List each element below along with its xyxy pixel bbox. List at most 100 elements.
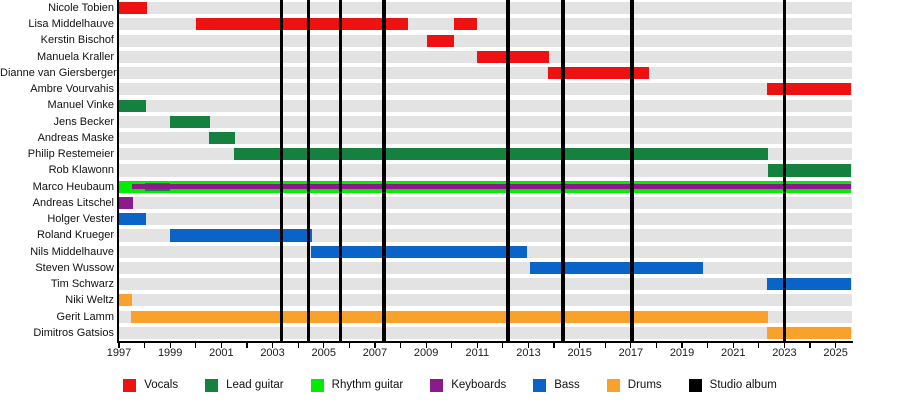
member-name-column: Nicole Tobien Lisa Middelhauve Kerstin Bis… xyxy=(0,0,119,341)
member-name-label: Ambre Vourvahis xyxy=(30,83,114,96)
y-axis-line xyxy=(117,0,120,343)
row-track xyxy=(119,99,852,112)
x-axis-year-label: 1999 xyxy=(157,347,183,359)
timeline-bar-vocals xyxy=(119,2,148,15)
member-name-label: Marco Heubaum xyxy=(32,180,114,193)
timeline-bar-keyboards xyxy=(131,184,851,190)
timeline-bar-bass xyxy=(766,278,851,291)
x-axis-year-label: 2003 xyxy=(260,347,285,359)
row-track xyxy=(119,196,852,210)
legend-label: Lead guitar xyxy=(226,379,284,391)
x-axis-tick xyxy=(118,343,120,348)
member-name-label: Nils Middelhauve xyxy=(30,245,114,258)
legend-item-drums: Drums xyxy=(606,378,662,392)
timeline-bar-lead-guitar xyxy=(767,164,851,177)
x-axis-tick xyxy=(297,343,299,348)
member-name-label: Philip Restemeier xyxy=(27,148,114,161)
studio-album-line xyxy=(506,0,510,341)
studio-album-line xyxy=(782,0,787,341)
row-track xyxy=(119,2,852,15)
x-axis-year-label: 2021 xyxy=(721,347,746,359)
legend-label: Vocals xyxy=(144,379,179,391)
timeline-bar-keyboards xyxy=(119,196,134,210)
legend-item-rhythm-guitar: Rhythm guitar xyxy=(310,378,403,392)
studio-album-line xyxy=(561,0,565,341)
member-name-label: Tim Schwarz xyxy=(50,278,114,291)
x-axis-tick xyxy=(502,343,504,348)
x-axis-year-label: 2013 xyxy=(516,347,541,359)
legend-label: Bass xyxy=(554,379,580,391)
member-name-label: Niki Weltz xyxy=(65,294,114,307)
x-axis-tick xyxy=(630,343,632,348)
x-axis-year-label: 2015 xyxy=(567,347,592,359)
legend-label: Keyboards xyxy=(451,379,507,391)
timeline-bar-vocals xyxy=(195,18,409,31)
studio-album-line xyxy=(630,0,634,341)
legend-swatch-lead-guitar xyxy=(205,378,219,392)
x-axis-tick xyxy=(681,343,683,348)
row-track xyxy=(119,294,852,307)
x-axis-tick xyxy=(476,343,478,348)
member-name-label: Kerstin Bischof xyxy=(40,34,114,47)
x-axis-tick xyxy=(527,343,530,348)
x-axis-tick xyxy=(604,343,606,348)
x-axis-tick xyxy=(707,343,709,348)
timeline-bar-bass xyxy=(310,245,528,258)
studio-album-line xyxy=(338,0,343,341)
x-axis-tick xyxy=(451,343,453,348)
x-axis-year-label: 2007 xyxy=(362,347,388,359)
row-track xyxy=(119,115,852,128)
timeline-bar-vocals xyxy=(427,34,455,47)
x-axis-tick xyxy=(143,343,146,348)
x-axis-year-label: 2001 xyxy=(209,347,234,359)
timeline-bar-drums xyxy=(119,294,132,307)
x-axis-tick xyxy=(758,343,760,348)
row-track xyxy=(119,83,852,96)
x-axis-year-label: 2011 xyxy=(465,347,490,359)
row-track xyxy=(119,67,852,80)
x-axis-tick xyxy=(195,343,197,348)
timeline-bar-lead-guitar xyxy=(208,132,236,145)
legend-item-keyboards: Keyboards xyxy=(430,378,507,392)
timeline-bar-vocals xyxy=(766,83,851,96)
x-axis-tick xyxy=(579,343,581,348)
row-track xyxy=(119,261,852,274)
legend-item-lead-guitar: Lead guitar xyxy=(205,378,284,392)
member-name-label: Jens Becker xyxy=(53,115,114,128)
member-name-label: Nicole Tobien xyxy=(48,2,114,14)
timeline-bar-vocals xyxy=(454,18,478,31)
member-name-label: Holger Vester xyxy=(47,213,114,226)
x-axis-tick xyxy=(399,343,402,348)
timeline-bar-vocals xyxy=(547,67,649,80)
row-track xyxy=(119,213,852,226)
x-axis-tick xyxy=(323,343,325,348)
legend-swatch-keyboards xyxy=(430,378,444,392)
x-axis-tick xyxy=(553,343,555,348)
studio-album-line xyxy=(306,0,311,341)
member-name-label: Lisa Middelhauve xyxy=(28,18,114,31)
x-axis-tick xyxy=(783,343,786,348)
legend-swatch-bass xyxy=(533,378,547,392)
legend-label: Studio album xyxy=(709,379,777,391)
x-axis-year-label: 2005 xyxy=(311,347,336,359)
x-axis-tick xyxy=(169,343,171,348)
member-name-label: Rob Klawonn xyxy=(48,164,114,177)
x-axis-tick xyxy=(246,343,248,348)
legend-swatch-drums xyxy=(606,378,620,392)
legend-label: Drums xyxy=(627,379,662,391)
member-name-label: Manuel Vinke xyxy=(47,99,114,112)
legend-item-studio-album: Studio album xyxy=(688,378,777,392)
x-axis-tick xyxy=(425,343,427,348)
x-axis-year-label: 1997 xyxy=(106,347,132,359)
member-name-label: Dimitros Gatsios xyxy=(33,326,114,339)
member-name-label: Steven Wussow xyxy=(35,261,114,274)
x-axis-tick xyxy=(271,343,274,348)
x-axis-tick xyxy=(835,343,837,348)
timeline-bar-drums xyxy=(130,310,768,323)
studio-album-line xyxy=(382,0,386,341)
timeline-bar-bass xyxy=(119,213,146,226)
member-name-label: Andreas Litschel xyxy=(32,196,114,209)
row-track xyxy=(119,132,852,145)
timeline-plot-area xyxy=(119,0,852,341)
row-track xyxy=(119,164,852,177)
